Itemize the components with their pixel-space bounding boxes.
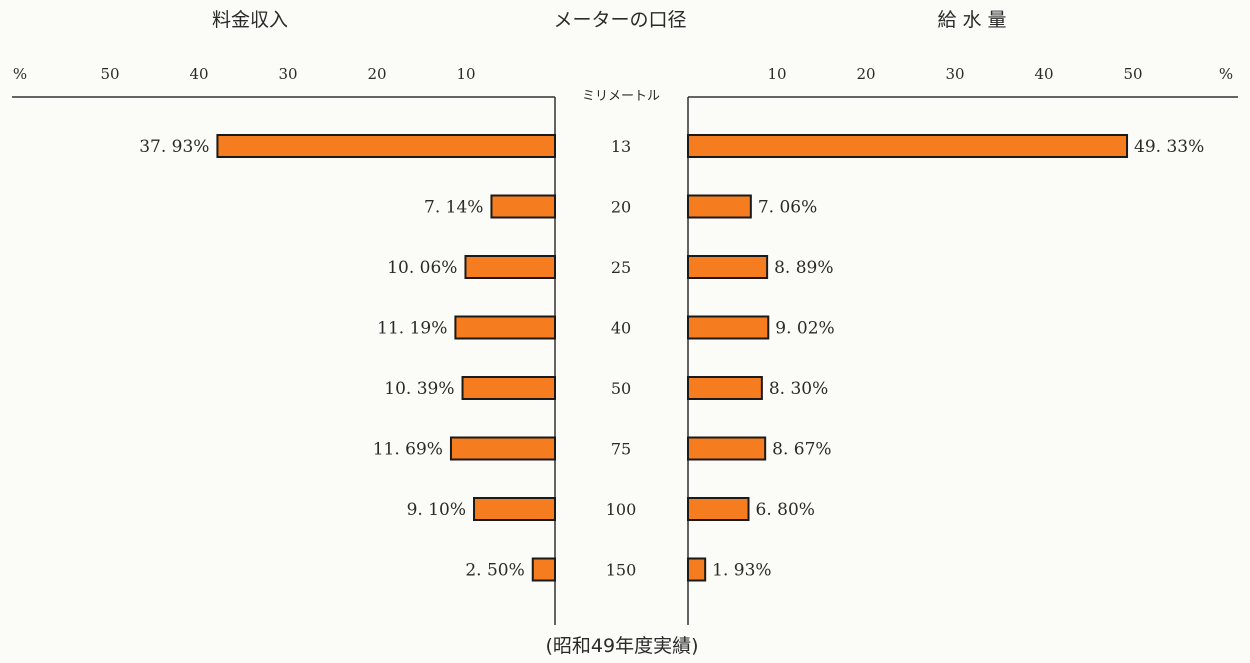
left-bar-25: [464, 255, 556, 279]
right-tick-50: 50: [1123, 65, 1142, 83]
left-value-label-25: 10. 06%: [387, 258, 457, 278]
category-label-75: 75: [611, 440, 631, 459]
category-label-150: 150: [606, 561, 637, 580]
left-bar-150: [531, 557, 556, 582]
footnote: (昭和49年度実績): [545, 635, 698, 657]
left-percent-symbol: %: [13, 65, 27, 83]
category-label-100: 100: [606, 500, 637, 519]
left-value-label-20: 7. 14%: [424, 198, 483, 218]
right-bar-50: [687, 376, 763, 400]
left-value-label-13: 37. 93%: [139, 137, 209, 157]
right-tick-30: 30: [945, 65, 964, 83]
right-value-label-100: 6. 80%: [756, 500, 815, 520]
right-bar-25: [687, 255, 769, 279]
category-label-50: 50: [611, 379, 631, 398]
left-value-label-50: 10. 39%: [384, 379, 454, 399]
right-tick-10: 10: [767, 65, 786, 83]
bar-marks: [216, 134, 1129, 582]
left-value-label-100: 9. 10%: [407, 500, 466, 520]
right-value-label-20: 7. 06%: [758, 198, 817, 218]
right-chart-title: 給 水 量: [937, 9, 1006, 31]
left-bar-20: [490, 194, 557, 219]
left-tick-labels: 10 20 30 40 50: [100, 65, 475, 83]
left-tick-10: 10: [456, 65, 475, 83]
left-bar-100: [473, 497, 557, 521]
left-tick-50: 50: [100, 65, 119, 83]
category-label-20: 20: [611, 198, 631, 217]
right-value-label-50: 8. 30%: [769, 379, 828, 399]
right-percent-symbol: %: [1219, 65, 1233, 83]
category-label-40: 40: [611, 319, 631, 338]
right-tick-20: 20: [856, 65, 875, 83]
right-bar-150: [687, 557, 707, 582]
category-label-13: 13: [611, 137, 631, 156]
right-bar-20: [687, 194, 752, 219]
left-tick-40: 40: [189, 65, 208, 83]
left-value-label-150: 2. 50%: [465, 561, 524, 581]
right-value-label-13: 49. 33%: [1134, 137, 1204, 157]
center-chart-title: メーターの口径: [553, 9, 686, 31]
value-labels: 37. 93% 49. 33% 7. 14% 7. 06% 10. 06% 8. 89% 1…: [139, 137, 1204, 581]
right-value-label-40: 9. 02%: [775, 319, 834, 339]
category-unit-label: ミリメートル: [582, 89, 660, 104]
right-value-label-75: 8. 67%: [772, 440, 831, 460]
right-value-label-150: 1. 93%: [712, 561, 771, 581]
left-value-label-40: 11. 19%: [377, 319, 447, 339]
left-tick-20: 20: [367, 65, 386, 83]
right-value-label-25: 8. 89%: [774, 258, 833, 278]
left-tick-30: 30: [278, 65, 297, 83]
left-bar-40: [454, 315, 556, 340]
left-chart-title: 料金収入: [212, 9, 288, 31]
right-tick-labels: 10 20 30 40 50: [767, 65, 1142, 83]
right-bar-40: [687, 315, 770, 340]
left-bar-75: [449, 436, 557, 461]
category-label-25: 25: [611, 258, 631, 277]
left-bar-13: [216, 134, 556, 158]
category-labels: 13 20 25 40 50 75 100 150: [606, 137, 637, 580]
right-bar-100: [687, 497, 750, 521]
right-bar-75: [687, 436, 767, 461]
left-bar-50: [461, 376, 556, 400]
left-value-label-75: 11. 69%: [373, 440, 443, 460]
right-tick-40: 40: [1034, 65, 1053, 83]
right-bar-13: [687, 134, 1129, 158]
